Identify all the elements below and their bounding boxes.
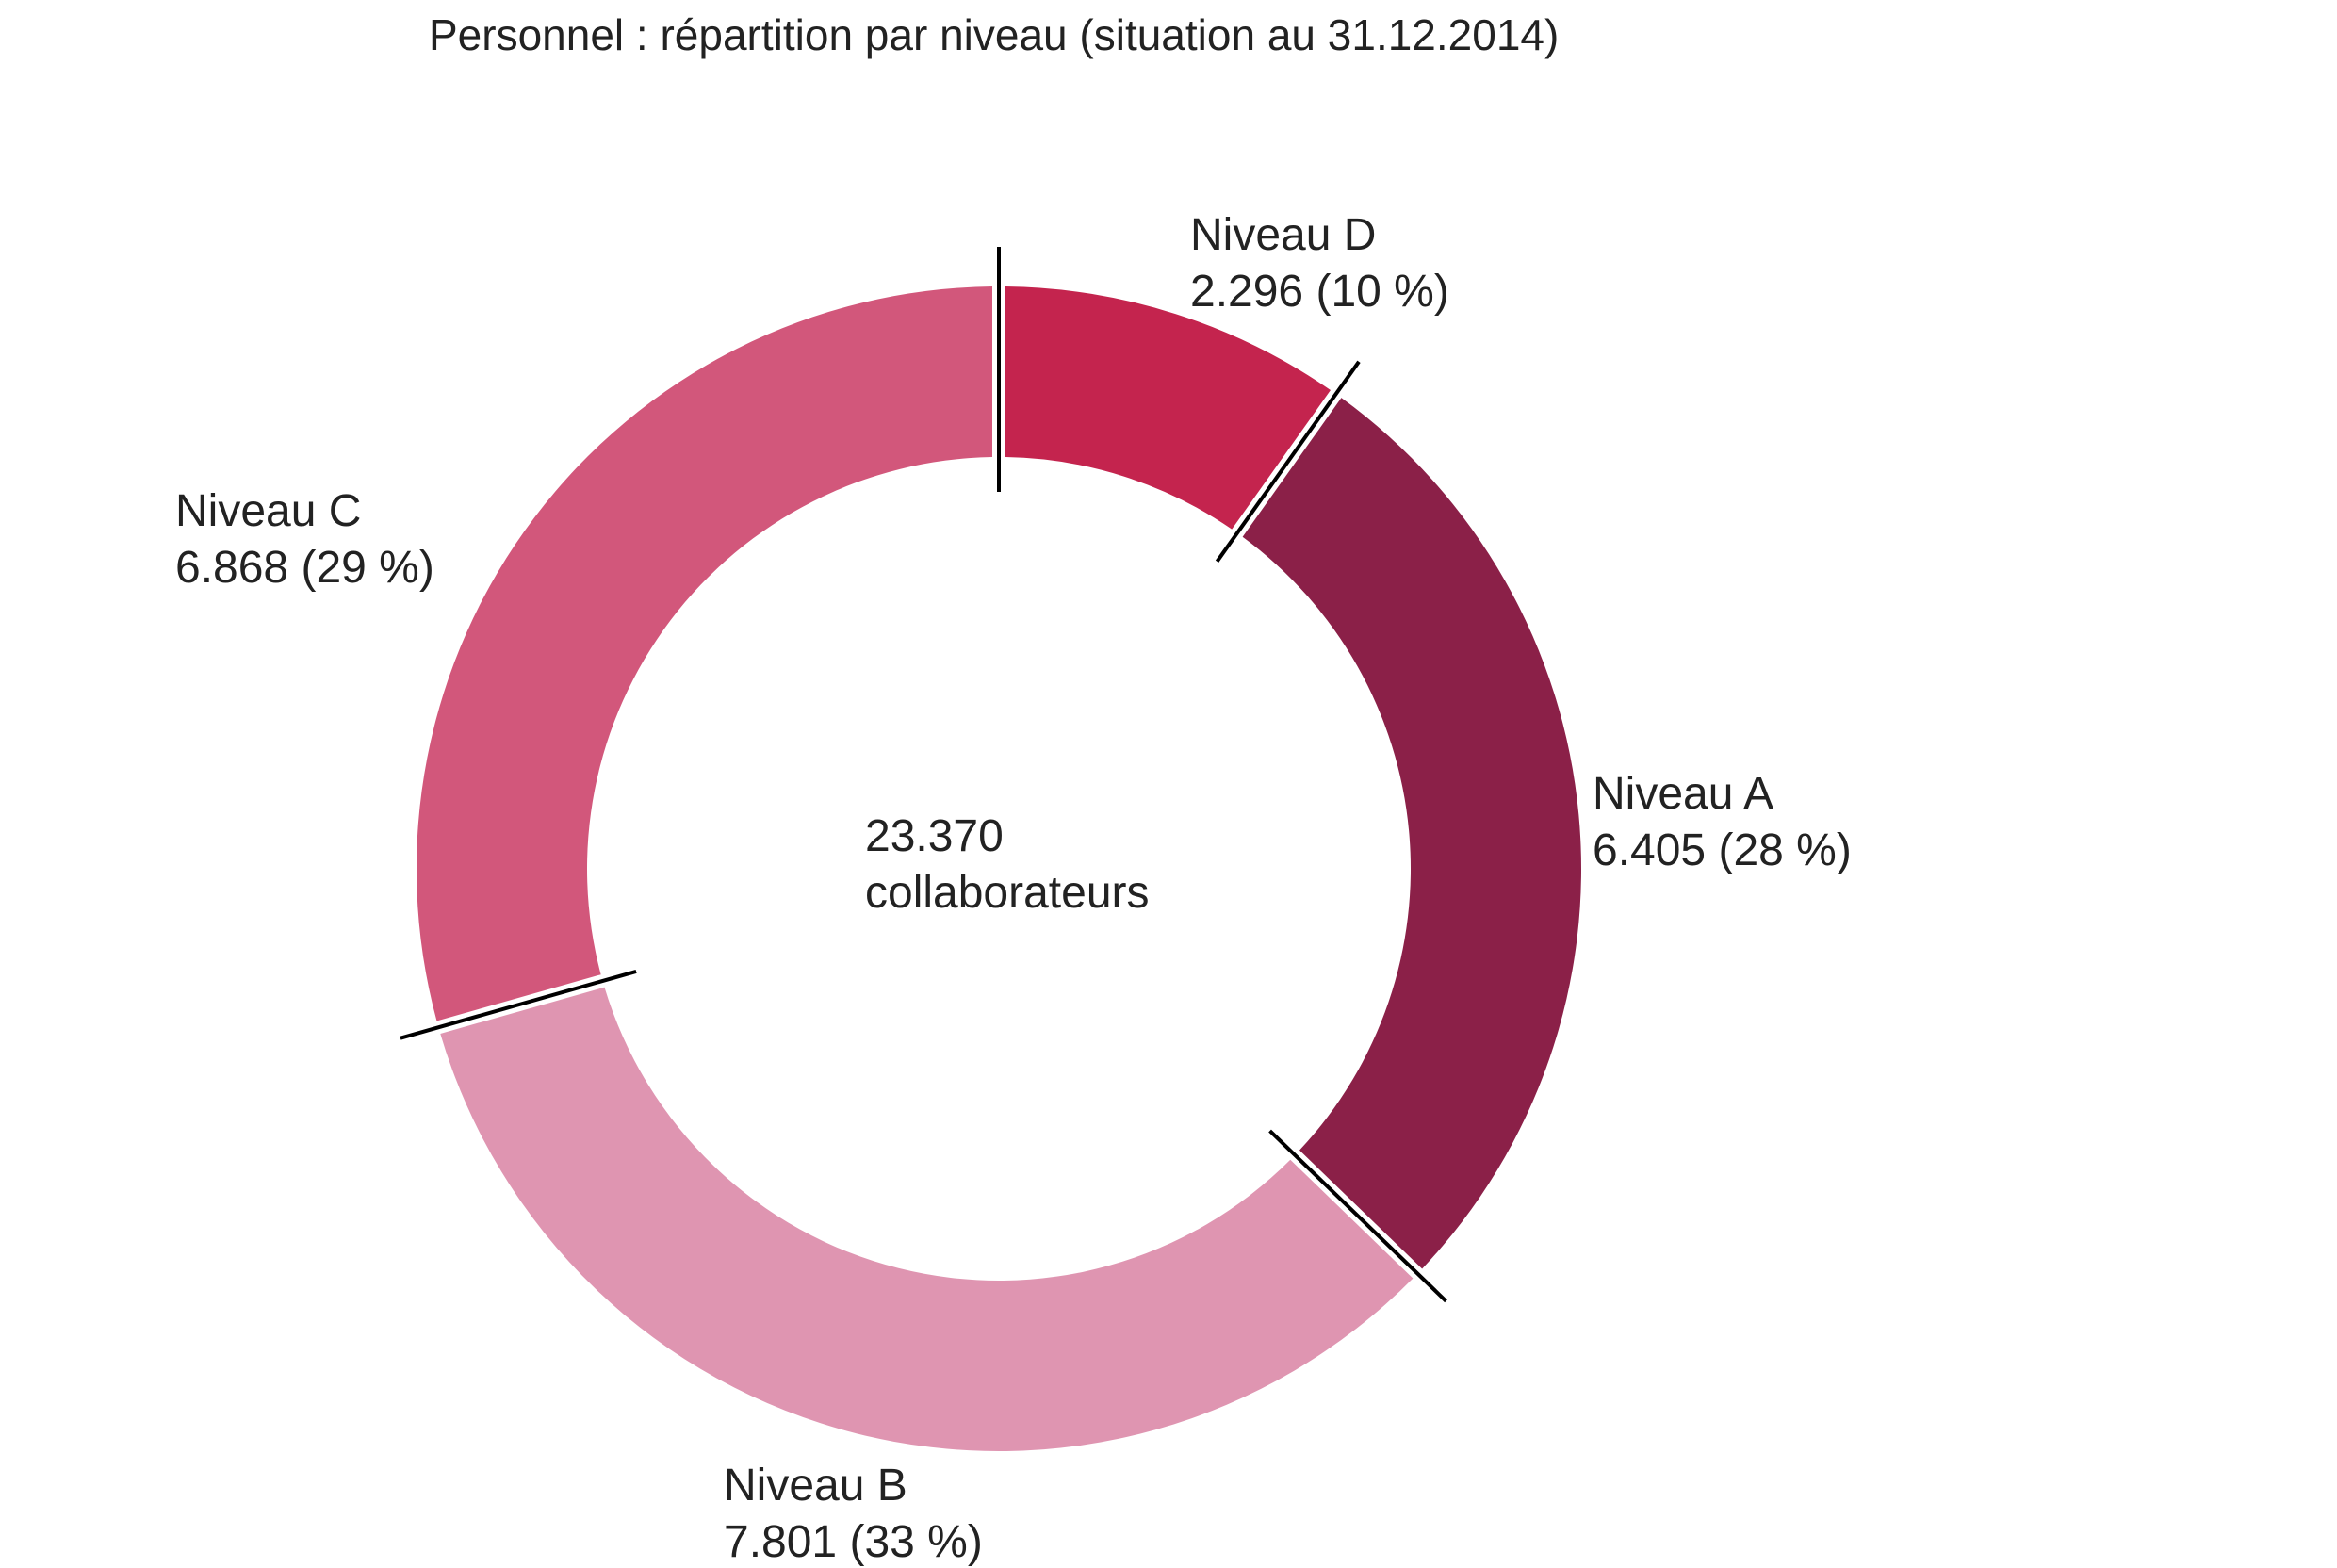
slice-label-value: 7.801 (33 %) [724,1517,983,1567]
slice-label-name: Niveau C [175,486,361,536]
slice-niveau-a [1242,398,1582,1269]
slice-label-name: Niveau B [724,1461,907,1511]
center-label: 23.370 collaborateurs [865,811,1150,918]
slice-separator-line [1268,1129,1447,1303]
slice-label-value: 6.405 (28 %) [1593,825,1852,875]
donut-slices [416,286,1582,1452]
slice-label-name: Niveau A [1593,769,1773,819]
slice-label-value: 6.868 (29 %) [175,543,434,593]
chart-title: Personnel : répartition par niveau (situ… [429,10,1559,59]
slice-labels: Niveau D 2.296 (10 %) Niveau A 6.405 (28 %)… [175,210,1852,1567]
slice-separators [400,247,1447,1303]
slice-separator-line [400,969,637,1040]
slice-niveau-d [1005,286,1331,530]
slice-separator-line [1215,360,1361,563]
slice-label-value: 2.296 (10 %) [1190,267,1449,317]
slice-niveau-b [440,987,1414,1452]
center-caption: collaborateurs [865,868,1150,918]
slice-niveau-c [416,286,993,1021]
slice-label-name: Niveau D [1190,210,1376,260]
center-total: 23.370 [865,811,1004,861]
